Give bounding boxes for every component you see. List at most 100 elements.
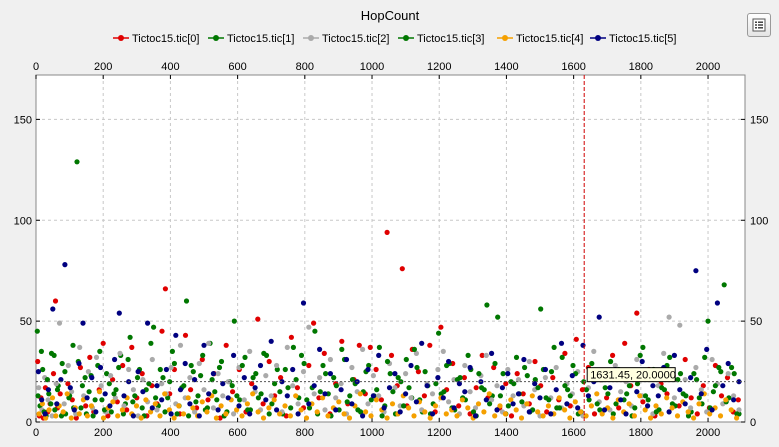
data-point	[127, 334, 133, 340]
legend-marker	[403, 35, 409, 41]
data-point	[435, 375, 441, 381]
data-point	[591, 348, 597, 354]
data-point	[544, 409, 550, 415]
data-point	[54, 387, 61, 393]
y-tick-label-right: 50	[750, 316, 762, 328]
data-point	[613, 401, 619, 407]
data-point	[50, 306, 56, 312]
data-point	[694, 411, 700, 417]
data-point	[105, 413, 111, 419]
data-point	[720, 383, 726, 389]
data-point	[132, 393, 138, 399]
y-tick-label-left: 50	[20, 316, 32, 328]
data-point	[73, 411, 79, 417]
data-point	[231, 318, 237, 324]
data-point	[422, 409, 428, 415]
data-point	[277, 389, 283, 395]
data-point	[46, 391, 52, 397]
data-point	[580, 342, 586, 348]
data-point	[35, 358, 41, 365]
data-point	[648, 415, 654, 421]
data-point	[675, 377, 681, 383]
data-point	[612, 362, 618, 369]
data-point	[80, 320, 86, 326]
data-point	[43, 415, 49, 421]
data-point	[321, 350, 327, 356]
data-point	[347, 393, 353, 399]
data-point	[293, 377, 299, 383]
data-point	[357, 391, 363, 397]
data-point	[491, 364, 497, 371]
data-point	[388, 352, 395, 358]
data-point	[65, 381, 71, 387]
data-point	[367, 344, 373, 350]
data-point	[143, 397, 149, 403]
data-point	[551, 344, 557, 350]
x-tick-label-top: 2000	[696, 61, 720, 73]
data-point	[193, 399, 199, 405]
data-point	[376, 393, 382, 399]
data-point	[626, 401, 632, 407]
data-point	[209, 377, 215, 383]
data-point	[653, 403, 659, 409]
data-point	[440, 395, 446, 401]
data-point	[688, 405, 694, 411]
x-tick-label-bottom: 1000	[360, 427, 384, 439]
data-point	[168, 364, 174, 371]
data-point	[569, 373, 575, 379]
data-point	[677, 387, 683, 393]
data-point	[508, 379, 514, 385]
data-point	[218, 358, 225, 365]
data-point	[108, 409, 114, 415]
data-point	[234, 393, 240, 399]
data-point	[218, 403, 224, 409]
data-point	[390, 389, 396, 395]
data-point	[304, 397, 310, 403]
data-point	[344, 399, 350, 405]
data-point	[139, 405, 145, 411]
data-point	[106, 381, 112, 387]
data-point	[406, 405, 412, 411]
data-point	[83, 403, 89, 409]
data-point	[492, 360, 498, 367]
data-point	[664, 395, 670, 401]
x-tick-label-top: 1800	[629, 61, 653, 73]
data-point	[503, 381, 509, 387]
y-tick-label-left: 150	[14, 114, 32, 126]
x-tick-label-top: 1000	[360, 61, 384, 73]
data-point	[287, 413, 293, 419]
data-point	[268, 338, 274, 344]
data-point	[58, 377, 64, 383]
x-tick-label-top: 1200	[427, 61, 451, 73]
data-point	[76, 360, 82, 367]
data-point	[483, 397, 489, 403]
data-point	[159, 397, 165, 403]
data-point	[622, 340, 628, 346]
cursor-readout: 1631.45, 20.0000	[590, 370, 676, 382]
legend-marker	[502, 35, 508, 41]
list-icon	[752, 18, 766, 32]
data-point	[607, 385, 613, 391]
data-point	[414, 364, 420, 371]
data-point	[49, 395, 56, 401]
data-point	[473, 385, 479, 391]
data-point	[200, 352, 206, 358]
data-point	[257, 362, 264, 369]
data-point	[110, 399, 116, 405]
data-point	[444, 362, 450, 369]
legend-marker	[308, 35, 314, 41]
data-point	[495, 314, 501, 320]
data-point	[84, 413, 90, 419]
chart-menu-button[interactable]	[747, 13, 771, 37]
data-point	[661, 350, 667, 356]
data-point	[199, 399, 205, 405]
data-point	[589, 360, 595, 367]
data-point	[274, 407, 280, 413]
data-point	[255, 395, 261, 401]
data-point	[386, 385, 393, 391]
data-point	[522, 364, 528, 371]
data-point	[169, 348, 175, 354]
data-point	[698, 391, 704, 397]
data-point	[176, 403, 182, 409]
